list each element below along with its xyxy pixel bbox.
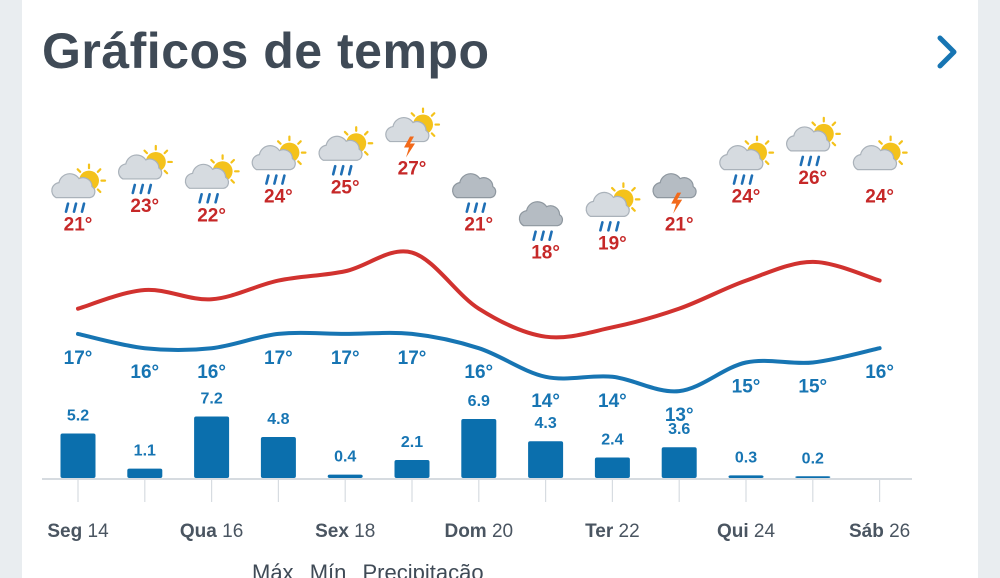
legend: Máx Mín Precipitação (252, 560, 494, 578)
rain-sun-icon-0 (51, 163, 107, 213)
precip-label: 3.6 (668, 421, 690, 438)
min-temp-label: 17° (331, 348, 360, 369)
min-temp-label: 16° (865, 362, 894, 383)
max-temp-label: 19° (598, 233, 627, 254)
legend-item-min: Mín (309, 560, 347, 578)
x-tick-label: Qui 24 (717, 521, 776, 542)
x-tick-label-day: Sex (315, 521, 349, 542)
x-tick-label-date: 24 (749, 521, 776, 542)
precip-label: 0.3 (735, 449, 757, 466)
min-temp-label: 15° (798, 377, 827, 398)
min-temp-label: 14° (531, 391, 560, 412)
thunder-sun-icon-5 (385, 107, 441, 158)
weather-charts-card: Gráficos de tempo 21° 17° 5.2 23° 16° 1.1 22° 1… (22, 0, 978, 578)
x-tick-label-date: 18 (349, 521, 375, 542)
min-temp-label: 16° (464, 362, 493, 383)
precip-label: 2.4 (601, 431, 623, 448)
precip-label: 1.1 (134, 443, 156, 460)
x-tick-label-date: 26 (884, 521, 910, 542)
max-temp-label: 22° (197, 205, 226, 226)
chevron-right-icon[interactable] (930, 32, 966, 72)
x-tick-label: Ter 22 (585, 521, 640, 542)
x-tick-label-date: 22 (613, 521, 639, 542)
precip-bar (194, 416, 230, 478)
max-temp-label: 18° (531, 243, 560, 264)
x-tick-label-date: 14 (82, 521, 109, 542)
max-temp-label: 21° (64, 215, 93, 236)
rain-cloud-icon-6 (452, 173, 497, 213)
precip-label: 4.8 (267, 411, 289, 428)
legend-item-max: Máx (252, 560, 294, 578)
x-tick-label-date: 20 (487, 521, 513, 542)
min-temp-line (76, 330, 882, 394)
max-temp-line (76, 249, 882, 340)
page-title: Gráficos de tempo (42, 23, 490, 79)
precip-bar (795, 476, 831, 478)
precip-label: 0.4 (334, 449, 356, 466)
rain-sun-icon-4 (318, 126, 374, 176)
x-tick-label-day: Dom (444, 521, 486, 542)
min-temp-label: 16° (130, 362, 159, 383)
precip-label: 6.9 (468, 393, 490, 410)
rain-sun-icon-2 (184, 154, 240, 204)
min-temp-label: 14° (598, 391, 627, 412)
max-temp-label: 27° (398, 159, 427, 180)
x-tick-label: Qua 16 (180, 521, 243, 542)
x-tick-label-day: Sáb (849, 521, 884, 542)
rain-sun-icon-10 (719, 135, 775, 185)
max-temp-label: 26° (798, 168, 827, 189)
x-tick-label: Sáb 26 (849, 521, 910, 542)
precip-label: 7.2 (200, 390, 222, 407)
precip-bar (327, 474, 363, 478)
precip-bar (661, 447, 697, 478)
precip-bar (594, 457, 630, 478)
thunder-cloud-icon-9 (652, 173, 697, 214)
precip-bar (461, 419, 497, 478)
weather-chart: 21° 17° 5.2 23° 16° 1.1 22° 16° 7.2 24° 17° 4.8 25° 1… (42, 107, 912, 542)
precip-label: 2.1 (401, 434, 423, 451)
max-temp-label: 25° (331, 177, 360, 198)
x-tick-label: Sex 18 (315, 521, 375, 542)
max-temp-label: 21° (464, 215, 493, 236)
legend-item-precip: Precipitação (362, 560, 484, 578)
max-temp-label: 24° (264, 187, 293, 208)
x-tick-label-day: Qui (717, 521, 749, 542)
rain-sun-icon-1 (118, 144, 173, 195)
precip-label: 5.2 (67, 408, 89, 425)
x-tick-label-day: Qua (180, 521, 217, 542)
x-tick-label-day: Ter (585, 521, 614, 542)
cloud-sun-icon-12 (852, 135, 908, 171)
precip-bar (394, 460, 430, 478)
precip-bar (127, 468, 163, 478)
min-temp-label: 17° (64, 348, 93, 369)
precip-label: 0.2 (802, 450, 824, 467)
rain-sun-icon-11 (786, 116, 841, 167)
rain-sun-icon-3 (251, 135, 307, 185)
precip-bar (528, 441, 564, 478)
precip-bar (728, 475, 764, 478)
min-temp-label: 16° (197, 362, 226, 383)
min-temp-label: 13° (665, 405, 694, 426)
precip-bar (60, 433, 96, 478)
max-temp-label: 21° (665, 215, 694, 236)
min-temp-label: 17° (398, 348, 427, 369)
max-temp-label: 23° (130, 196, 159, 217)
rain-sun-icon-8 (585, 182, 641, 232)
max-temp-label: 24° (865, 187, 894, 208)
x-tick-label-day: Seg (47, 521, 82, 542)
precip-label: 4.3 (534, 415, 556, 432)
x-tick-label: Seg 14 (47, 521, 109, 542)
rain-cloud-icon-7 (518, 201, 564, 241)
precip-bar (260, 436, 296, 478)
min-temp-label: 17° (264, 348, 293, 369)
x-tick-label: Dom 20 (444, 521, 513, 542)
min-temp-label: 15° (732, 377, 761, 398)
max-temp-label: 24° (732, 187, 761, 208)
x-tick-label-date: 16 (217, 521, 243, 542)
